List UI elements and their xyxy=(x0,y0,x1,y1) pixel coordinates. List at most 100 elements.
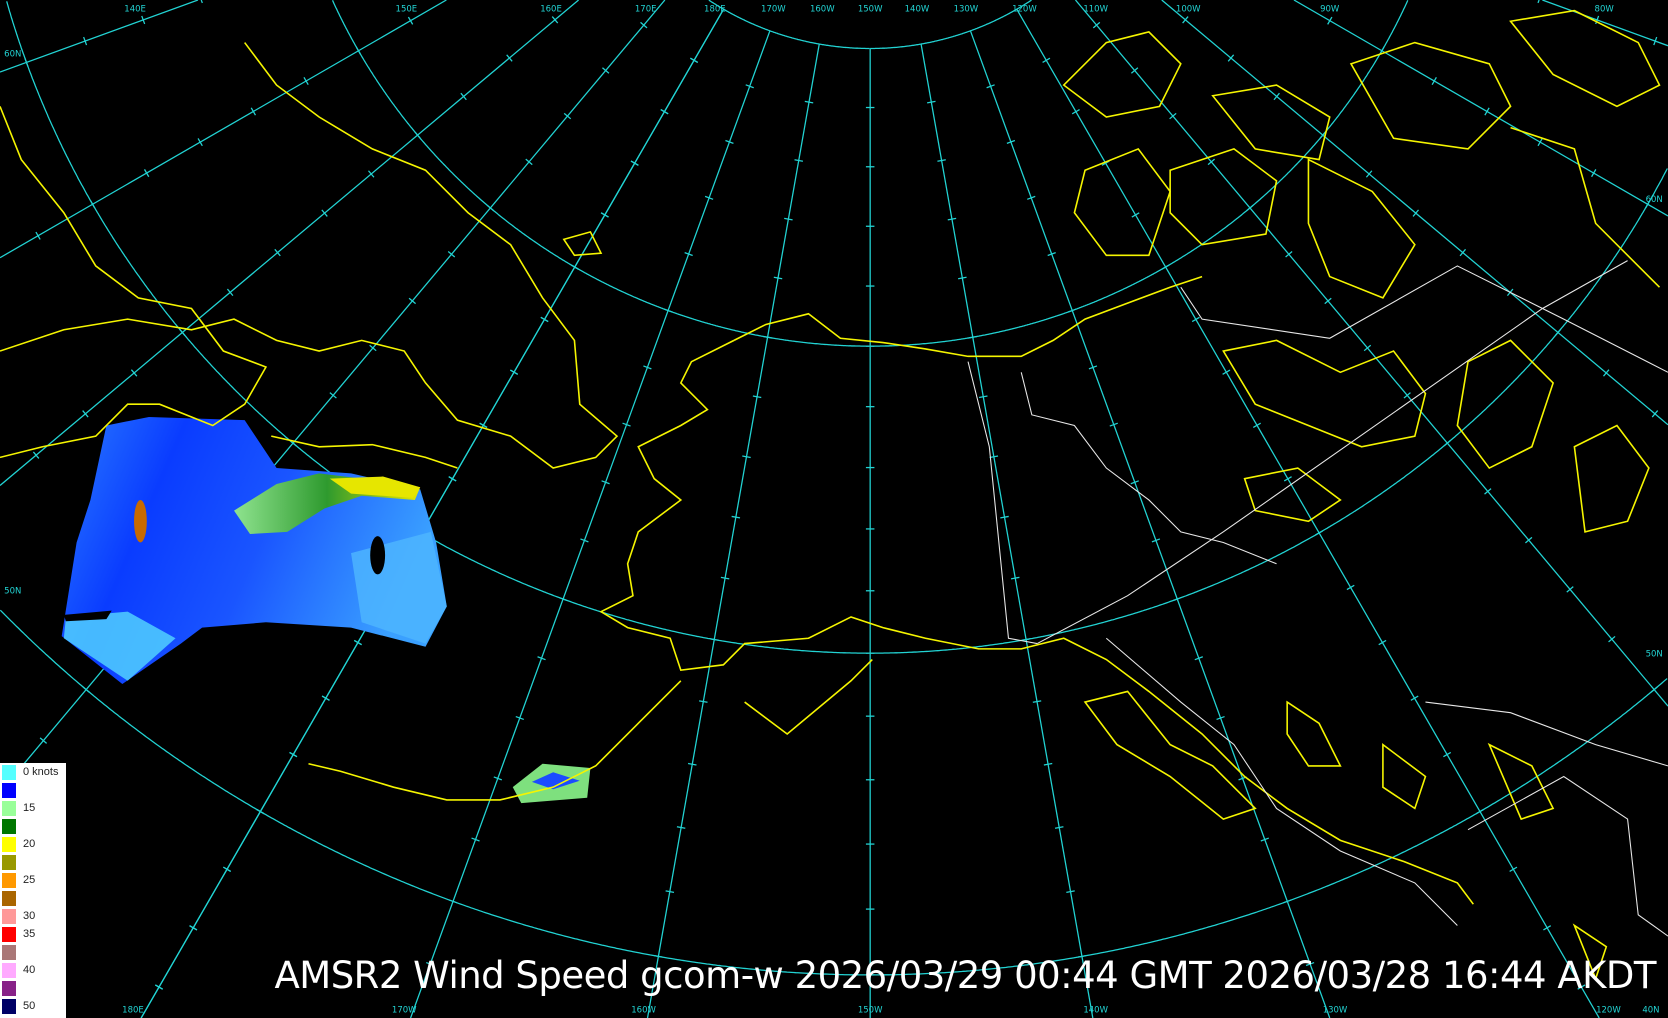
graticule-tick xyxy=(525,158,533,166)
graticule-tick xyxy=(1092,21,1101,29)
legend-swatch xyxy=(2,783,16,798)
graticule-tick xyxy=(1365,170,1373,178)
graticule-tick xyxy=(1484,488,1492,495)
meridian-line xyxy=(0,0,579,486)
graticule-tick xyxy=(1227,54,1235,62)
graticule-tick xyxy=(189,925,198,931)
latitude-circle xyxy=(870,0,1032,50)
graticule-tick xyxy=(353,639,362,646)
graticule-tick xyxy=(1443,751,1452,758)
graticule-tick xyxy=(1068,308,1077,313)
graticule-label-top: 110W xyxy=(1083,5,1108,15)
graticule-tick xyxy=(1319,131,1327,139)
graticule-tick xyxy=(486,204,495,212)
graticule-label-top: 160E xyxy=(540,5,562,15)
graticule-tick xyxy=(1194,656,1204,661)
graticule-label-top: 130W xyxy=(954,5,979,15)
legend-label: 35 xyxy=(23,928,36,940)
graticule-tick xyxy=(1554,328,1562,337)
graticule-tick xyxy=(752,395,762,399)
graticule-tick xyxy=(1130,67,1139,74)
wind-speed-legend: 0 knots 15 20 25 30 35 40 50 xyxy=(0,763,66,1018)
graticule-tick xyxy=(558,596,568,602)
graticule-tick xyxy=(321,209,328,217)
graticule-tick xyxy=(1130,480,1139,485)
graticule-tick xyxy=(1651,410,1659,418)
graticule-tick xyxy=(989,455,999,459)
graticule-tick xyxy=(1151,538,1161,543)
graticule-tick xyxy=(551,16,559,24)
graticule-labels: 140E 150E 160E 170E 180E 170W 160W 150W 140W 130W… xyxy=(4,5,1663,1016)
legend-swatch xyxy=(2,855,16,870)
legend-swatch xyxy=(2,765,16,780)
graticule-label-top: 80W xyxy=(1595,5,1615,15)
graticule-tick xyxy=(1222,369,1231,375)
graticule-tick xyxy=(35,231,41,240)
graticule-tick xyxy=(321,695,330,701)
graticule-tick xyxy=(197,138,203,147)
graticule-tick xyxy=(1027,195,1036,200)
graticule-tick xyxy=(1595,15,1600,25)
meridian-line xyxy=(1074,0,1668,707)
graticule-tick xyxy=(676,826,686,829)
graticule-tick xyxy=(39,737,48,744)
graticule-tick xyxy=(570,264,579,270)
graticule-tick xyxy=(784,217,793,221)
graticule-tick xyxy=(1071,108,1080,115)
meridian-line xyxy=(0,0,447,259)
legend-label: 20 xyxy=(23,838,36,850)
graticule-tick xyxy=(448,476,457,482)
graticule-tick xyxy=(1283,476,1292,482)
graticule-tick xyxy=(1459,248,1467,257)
graticule-tick xyxy=(1077,955,1087,958)
graticule-tick xyxy=(408,297,417,305)
graticule-tick xyxy=(690,57,699,64)
graticule-tick xyxy=(794,159,804,162)
graticule-label-top: 160W xyxy=(810,5,835,15)
graticule-tick xyxy=(580,538,589,543)
graticule-tick xyxy=(89,200,96,209)
graticule-label-left: 50N xyxy=(4,587,21,597)
product-title: AMSR2 Wind Speed gcom-w 2026/03/29 00:44… xyxy=(274,954,1656,997)
graticule-tick xyxy=(1173,596,1182,602)
graticule-tick xyxy=(804,100,814,104)
graticule-tick xyxy=(725,139,734,145)
graticule-tick xyxy=(154,984,163,990)
graticule-tick xyxy=(303,76,309,86)
graticule-tick xyxy=(1537,138,1543,147)
legend-label: 50 xyxy=(23,1000,36,1012)
graticule-tick xyxy=(1043,762,1053,766)
graticule-tick xyxy=(179,328,186,337)
graticule-label-top: 100W xyxy=(1176,5,1201,15)
graticule-label-bottom: 160W xyxy=(631,1006,656,1016)
graticule-tick xyxy=(448,899,458,904)
graticule-label-bottom: 130W xyxy=(1323,1006,1348,1016)
graticule-label-right: 60N xyxy=(1646,195,1663,205)
meridian-line xyxy=(1016,8,1600,1018)
graticule-tick xyxy=(226,288,234,297)
political-borders xyxy=(967,260,1668,937)
graticule-tick xyxy=(600,212,609,218)
graticule-tick xyxy=(1412,209,1420,217)
graticule-tick xyxy=(643,365,652,370)
graticule-tick xyxy=(1650,686,1658,693)
legend-swatch xyxy=(2,873,16,888)
graticule-tick xyxy=(367,170,375,178)
graticule-tick xyxy=(1537,0,1540,4)
graticule-label-top: 150W xyxy=(858,5,883,15)
graticule-label-bottom: 150W xyxy=(858,1006,883,1016)
legend-swatch xyxy=(2,963,16,978)
graticule-tick xyxy=(1182,16,1189,24)
graticule-tick xyxy=(1032,700,1042,703)
graticule-tick xyxy=(563,112,572,120)
graticule-label-bottom: 170W xyxy=(392,1006,417,1016)
graticule-tick xyxy=(654,955,663,958)
meridian-line xyxy=(646,43,820,1018)
graticule-tick xyxy=(986,84,995,89)
graticule-tick xyxy=(1608,635,1616,643)
graticule-tick xyxy=(1327,16,1333,25)
graticule-tick xyxy=(1260,837,1270,842)
graticule-tick xyxy=(200,0,203,4)
